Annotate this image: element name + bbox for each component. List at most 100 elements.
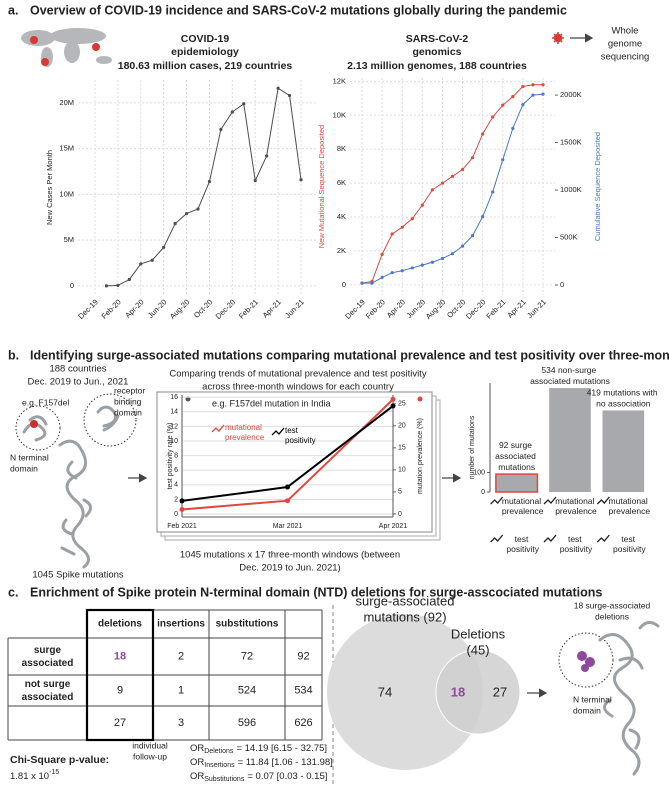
y-tick-label: 4 (174, 482, 178, 489)
text-line: test (621, 534, 637, 544)
data-point (511, 95, 515, 99)
data-point (287, 93, 292, 98)
table-cell: 534 (294, 684, 312, 696)
heading: 180.63 million cases, 219 countries (118, 60, 293, 72)
data-point (179, 507, 185, 513)
x-tick-label: Feb-21 (484, 297, 507, 320)
data-point (450, 252, 455, 256)
data-point (390, 271, 394, 275)
deletion-site (585, 657, 595, 667)
annotation: e.g. F157del (22, 397, 69, 407)
text-line: prevalence (609, 506, 651, 516)
y-tick-label: 100 (473, 469, 485, 476)
virus-icon (30, 36, 38, 44)
data-point (196, 207, 200, 211)
statistic-value: 1.81 x 10-15 (10, 769, 59, 782)
legend-icon (211, 424, 225, 433)
x-tick-label: Jun-20 (146, 297, 169, 320)
bar-annotation: 534 non-surge associated mutations (530, 365, 610, 386)
x-tick-label: Jun-20 (405, 297, 428, 320)
panel-label: b. (8, 348, 19, 362)
data-point (299, 178, 303, 182)
x-tick-label: Mar 2021 (273, 523, 303, 530)
continent (21, 30, 55, 46)
panel-title: Overview of COVID-19 incidence and SARS-… (30, 3, 567, 17)
venn-count: 74 (378, 684, 392, 699)
data-point (173, 222, 177, 226)
data-point (400, 269, 404, 273)
protein-structure (598, 621, 660, 776)
y-axis-label: number of mutations (469, 415, 476, 479)
row-label: surge (34, 645, 62, 656)
x-tick-label: Oct-20 (192, 297, 214, 319)
legend-note: test positivity (506, 534, 539, 554)
y-tick-label: 10K (333, 110, 346, 119)
annotation: Comparing trends of mutational prevalenc… (169, 369, 426, 380)
data-point (521, 102, 525, 107)
y2-tick-label: 2000K (560, 90, 582, 99)
legend-note: mutational prevalence (555, 496, 597, 516)
y2-tick-label: 25 (398, 401, 406, 408)
venn-label: mutations (92) (363, 609, 446, 624)
data-point (460, 244, 465, 248)
data-point (207, 179, 212, 184)
mutation-site (30, 420, 38, 428)
y-axis-label: New Cases Per Month (45, 150, 54, 225)
annotation: Dec. 2019 to Jun., 2021 (28, 377, 129, 388)
x-tick-label: Dec-19 (343, 297, 366, 320)
zoom-circle (83, 393, 137, 447)
y2-tick-label: 0 (398, 511, 402, 518)
data-point (179, 498, 185, 504)
data-point (521, 84, 525, 89)
x-tick-label: Dec-20 (214, 297, 237, 320)
y2-tick-label: 15 (398, 445, 406, 452)
venn-count: 18 (451, 684, 465, 699)
x-tick-label: Jun-21 (283, 297, 306, 320)
annotation: follow-up (133, 751, 167, 761)
data-point (430, 260, 434, 264)
series-line (106, 87, 302, 287)
y-tick-label: 2K (337, 246, 346, 255)
legend-icon (490, 496, 504, 505)
text-line: mutations (498, 462, 535, 472)
data-point (162, 245, 166, 250)
bar (549, 388, 591, 492)
data-point (127, 277, 131, 282)
annotation: receptor (114, 385, 145, 395)
or-symbol: OR (190, 743, 204, 754)
data-point (184, 211, 189, 216)
legend-icon (490, 534, 504, 543)
y2-tick-label: 1500K (560, 138, 582, 147)
text-line: 534 non-surge (541, 365, 598, 375)
data-point (531, 93, 535, 97)
data-point (285, 484, 290, 490)
data-point (420, 203, 424, 207)
data-point (265, 154, 269, 158)
text-line: no association (596, 399, 651, 409)
data-point (460, 167, 465, 172)
venn-count: 27 (493, 684, 507, 699)
y-tick-label: 6K (337, 178, 346, 187)
text-line: prevalence (225, 433, 265, 442)
y2-axis-label: Cumulative Sequence Deposited (593, 132, 602, 241)
table-cell: 2 (178, 650, 184, 662)
axis-marker (417, 396, 423, 402)
x-tick-label: Feb-20 (100, 297, 123, 320)
table-cell: 27 (114, 717, 126, 729)
annotation: sequencing (601, 52, 650, 63)
continent (96, 56, 112, 64)
table-cell: 596 (238, 717, 256, 729)
heading: SARS-CoV-2 (406, 33, 469, 45)
text-line: positivity (506, 544, 539, 554)
protein-structure (58, 439, 92, 569)
y-axis-label: New Mutational Sequence Deposited (317, 125, 326, 248)
data-point (390, 396, 396, 402)
y-tick-label: 20M (59, 98, 74, 107)
data-point (491, 115, 495, 119)
x-tick-label: Apr-21 (505, 297, 527, 319)
or-symbol: OR (190, 757, 204, 768)
heading: COVID-19 (181, 33, 230, 45)
y-tick-label: 0 (70, 281, 74, 290)
odds-ratio: ORSubstitutions = 0.07 [0.03 - 0.15] (190, 771, 327, 783)
annotation: Whole (612, 26, 639, 37)
